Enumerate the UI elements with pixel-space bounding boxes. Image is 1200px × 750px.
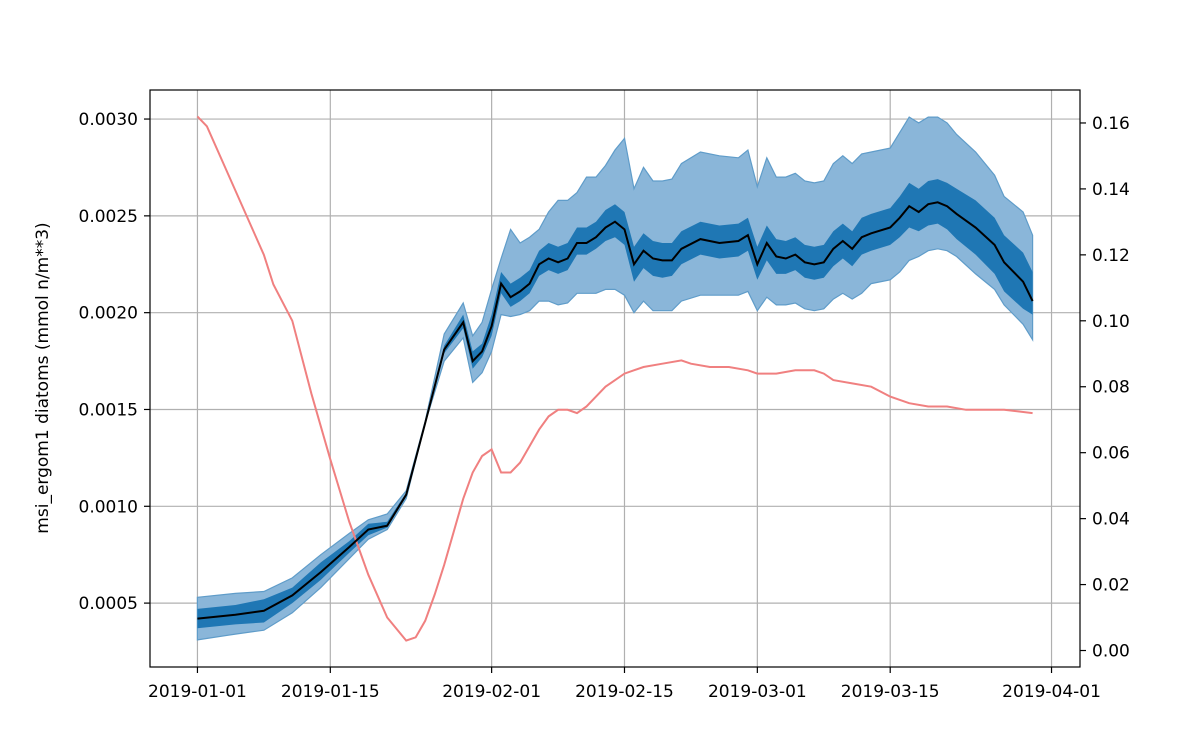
y-tick-label: 0.0030	[79, 110, 138, 130]
line-layer	[196, 115, 1034, 642]
y2-tick-label: 0.04	[1092, 510, 1130, 530]
y2-tick-label: 0.16	[1092, 114, 1130, 134]
x-tick-label: 2019-01-01	[148, 682, 247, 702]
y-tick-label: 0.0025	[79, 207, 138, 227]
band-layer	[196, 116, 1034, 641]
y2-tick-label: 0.14	[1092, 180, 1130, 200]
x-tick-label: 2019-01-15	[281, 682, 380, 702]
y-tick-label: 0.0015	[79, 400, 138, 420]
x-tick-label: 2019-04-01	[1002, 682, 1101, 702]
y2-tick-label: 0.02	[1092, 576, 1130, 596]
median-series-line	[197, 201, 1034, 620]
y2-tick-label: 0.08	[1092, 378, 1130, 398]
x-tick-label: 2019-03-15	[841, 682, 940, 702]
plot-frame	[149, 89, 1081, 668]
y-tick-label: 0.0010	[79, 497, 138, 517]
inner-band	[197, 179, 1033, 629]
y2-tick-label: 0.12	[1092, 246, 1130, 266]
secondary-series-line	[196, 115, 1033, 642]
tick-layer: 2019-01-01 2019-01-15 2019-02-01 2019-02-15…	[79, 110, 1130, 702]
y-tick-label: 0.0005	[79, 594, 138, 614]
x-tick-label: 2019-02-15	[575, 682, 674, 702]
y2-tick-label: 0.06	[1092, 444, 1130, 464]
y-tick-label: 0.0020	[79, 304, 138, 324]
y-axis-title: msi_ergom1 diatoms (mmol n/m**3)	[33, 222, 53, 533]
y2-tick-label: 0.00	[1092, 642, 1130, 662]
y2-tick-label: 0.10	[1092, 312, 1130, 332]
x-tick-label: 2019-02-01	[442, 682, 541, 702]
x-tick-label: 2019-03-01	[708, 682, 807, 702]
